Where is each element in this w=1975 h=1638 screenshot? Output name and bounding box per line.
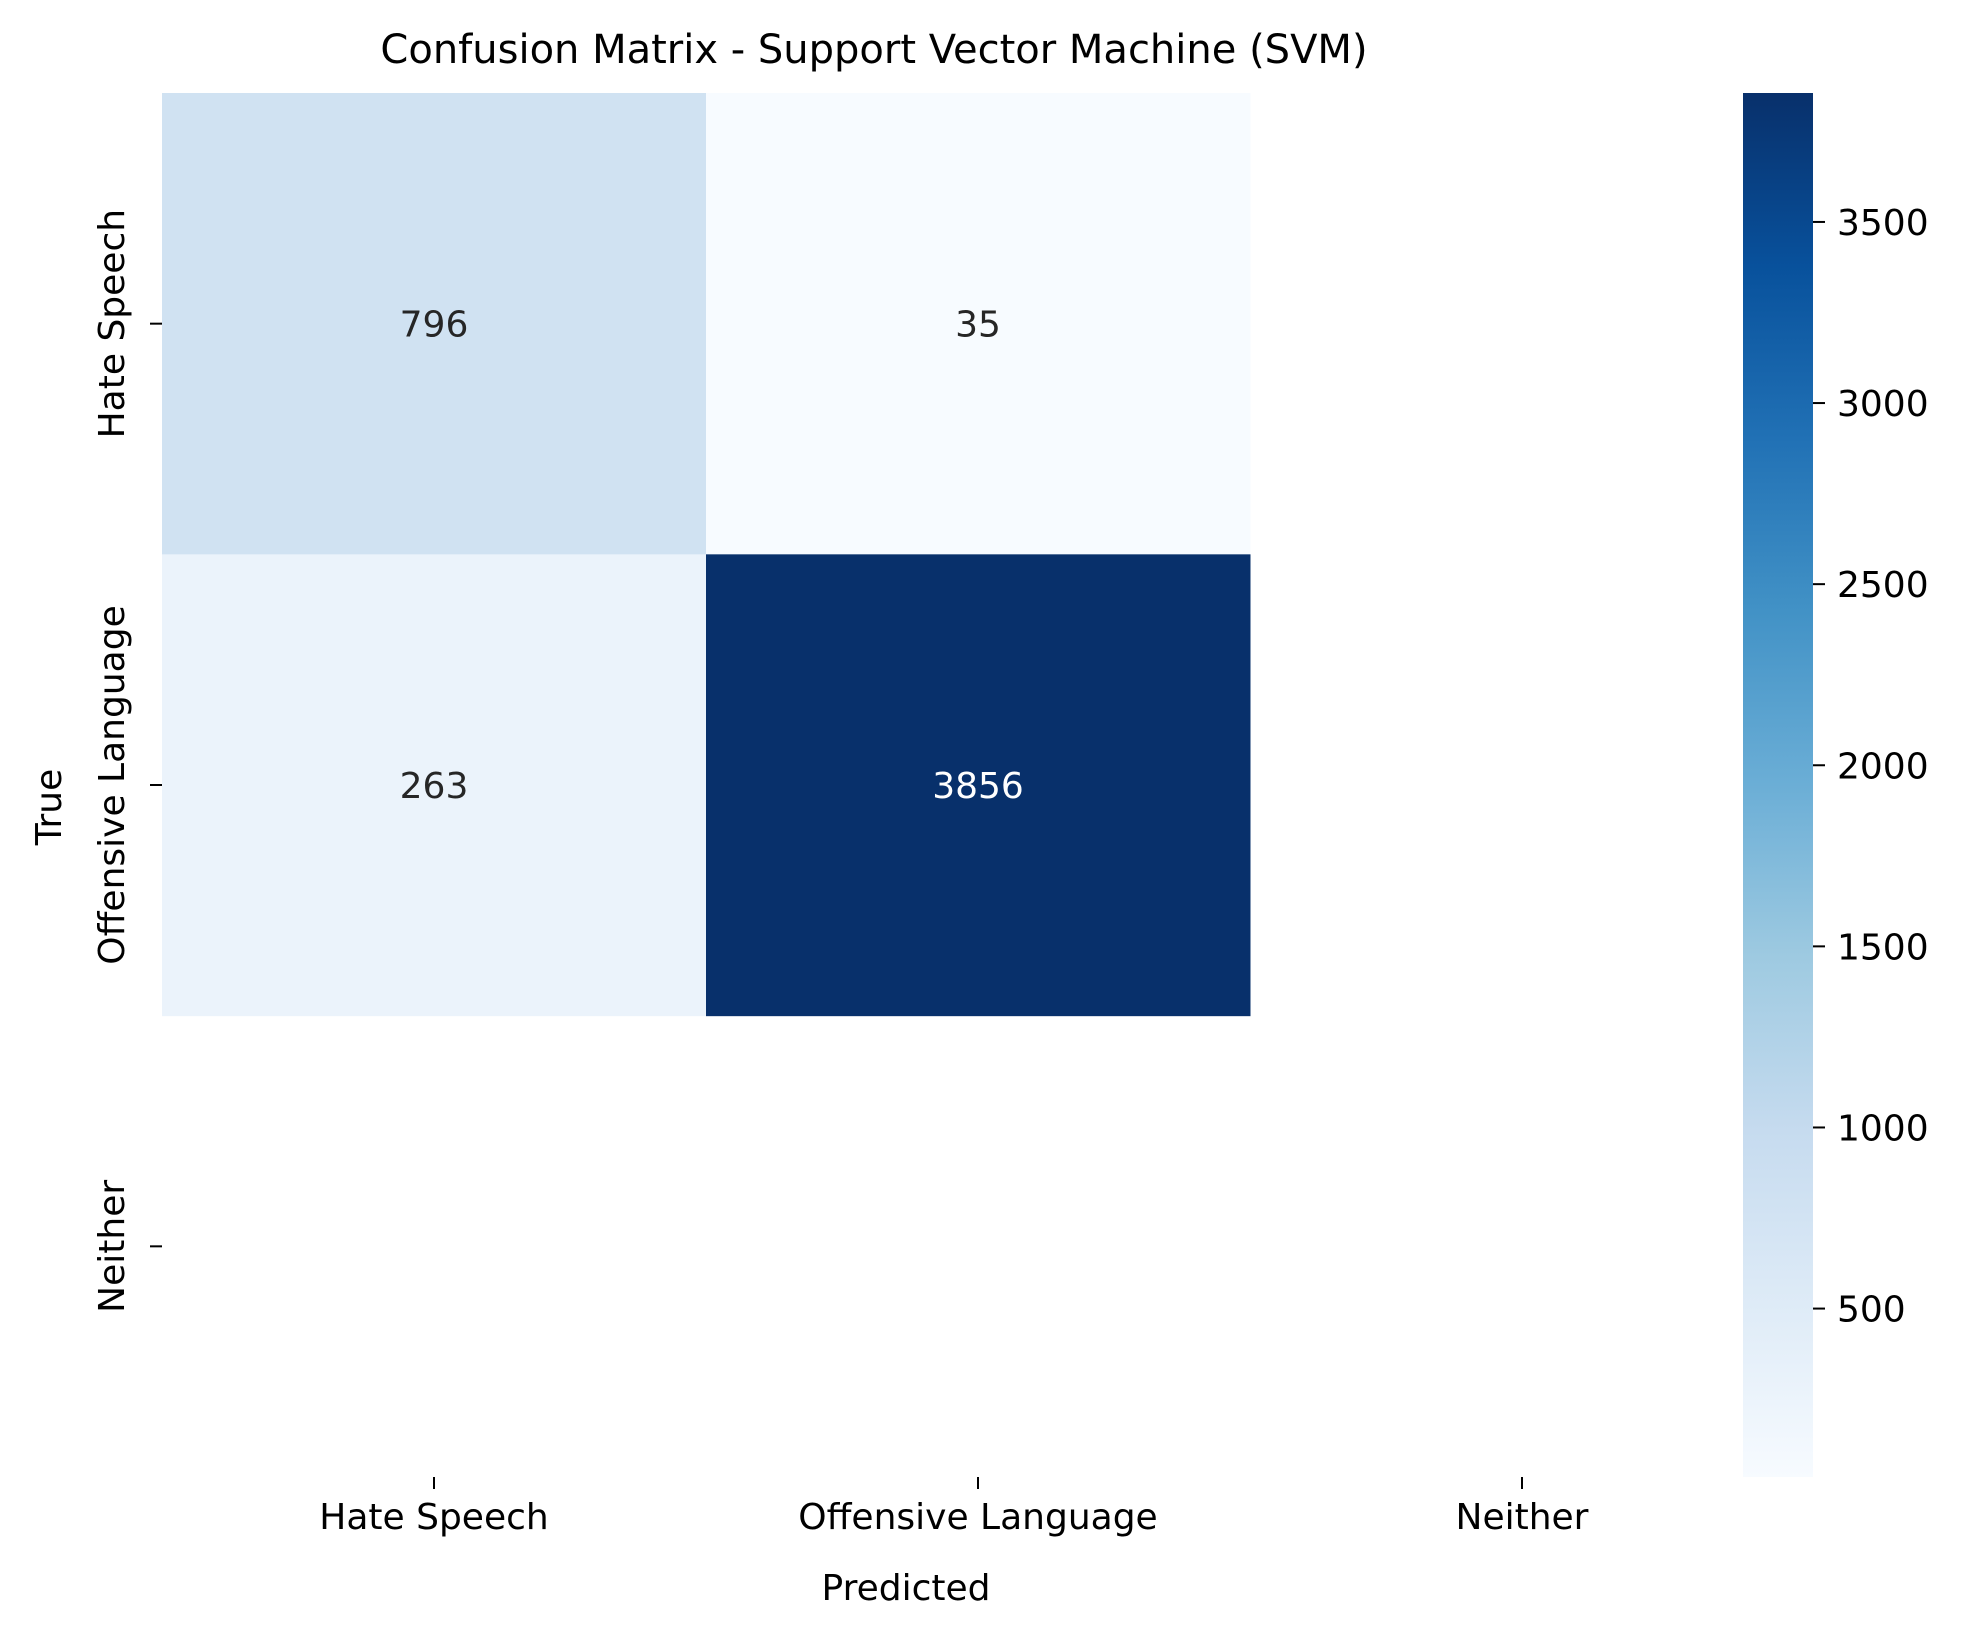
y-tick-label: Offensive Language [92, 605, 133, 964]
colorbar-ticks: 500 1000 1500 2000 2500 3000 3500 [1813, 203, 1929, 1331]
cell-value-label: 35 [955, 305, 1001, 346]
colorbar [1743, 93, 1813, 1477]
heatmap-cell-offensive-language-offensive-language [706, 554, 1251, 1017]
colorbar-tick-label: 3000 [1837, 384, 1929, 425]
x-axis-ticks: Hate Speech Offensive Language Neither [319, 1477, 1589, 1538]
heatmap-cell-hate-speech-hate-speech [162, 93, 707, 555]
x-tick-label: Hate Speech [319, 1497, 548, 1538]
y-tick-label: Hate Speech [92, 209, 133, 438]
x-tick-label: Neither [1456, 1497, 1589, 1538]
colorbar-tick-label: 2500 [1837, 565, 1929, 606]
colorbar-tick-label: 1500 [1837, 927, 1929, 968]
x-tick-label: Offensive Language [798, 1497, 1157, 1538]
y-axis-ticks: Hate Speech Offensive Language Neither [92, 209, 162, 1313]
heatmap-cells [162, 93, 1251, 1017]
x-axis-label: Predicted [822, 1568, 991, 1609]
colorbar-tick-label: 2000 [1837, 746, 1929, 787]
colorbar-tick-label: 500 [1837, 1290, 1906, 1331]
heatmap-cell-offensive-language-hate-speech [162, 554, 707, 1017]
colorbar-tick-label: 3500 [1837, 203, 1929, 244]
cell-value-label: 796 [400, 305, 469, 346]
cell-value-label: 263 [400, 766, 469, 807]
y-tick-label: Neither [92, 1180, 133, 1313]
cell-value-labels: 796 35 263 3856 [400, 305, 1024, 807]
y-axis-label: True [29, 769, 70, 846]
heatmap-cell-hate-speech-offensive-language [706, 93, 1251, 555]
chart-title: Confusion Matrix - Support Vector Machin… [380, 27, 1367, 73]
cell-value-label: 3856 [932, 766, 1024, 807]
colorbar-tick-label: 1000 [1837, 1108, 1929, 1149]
